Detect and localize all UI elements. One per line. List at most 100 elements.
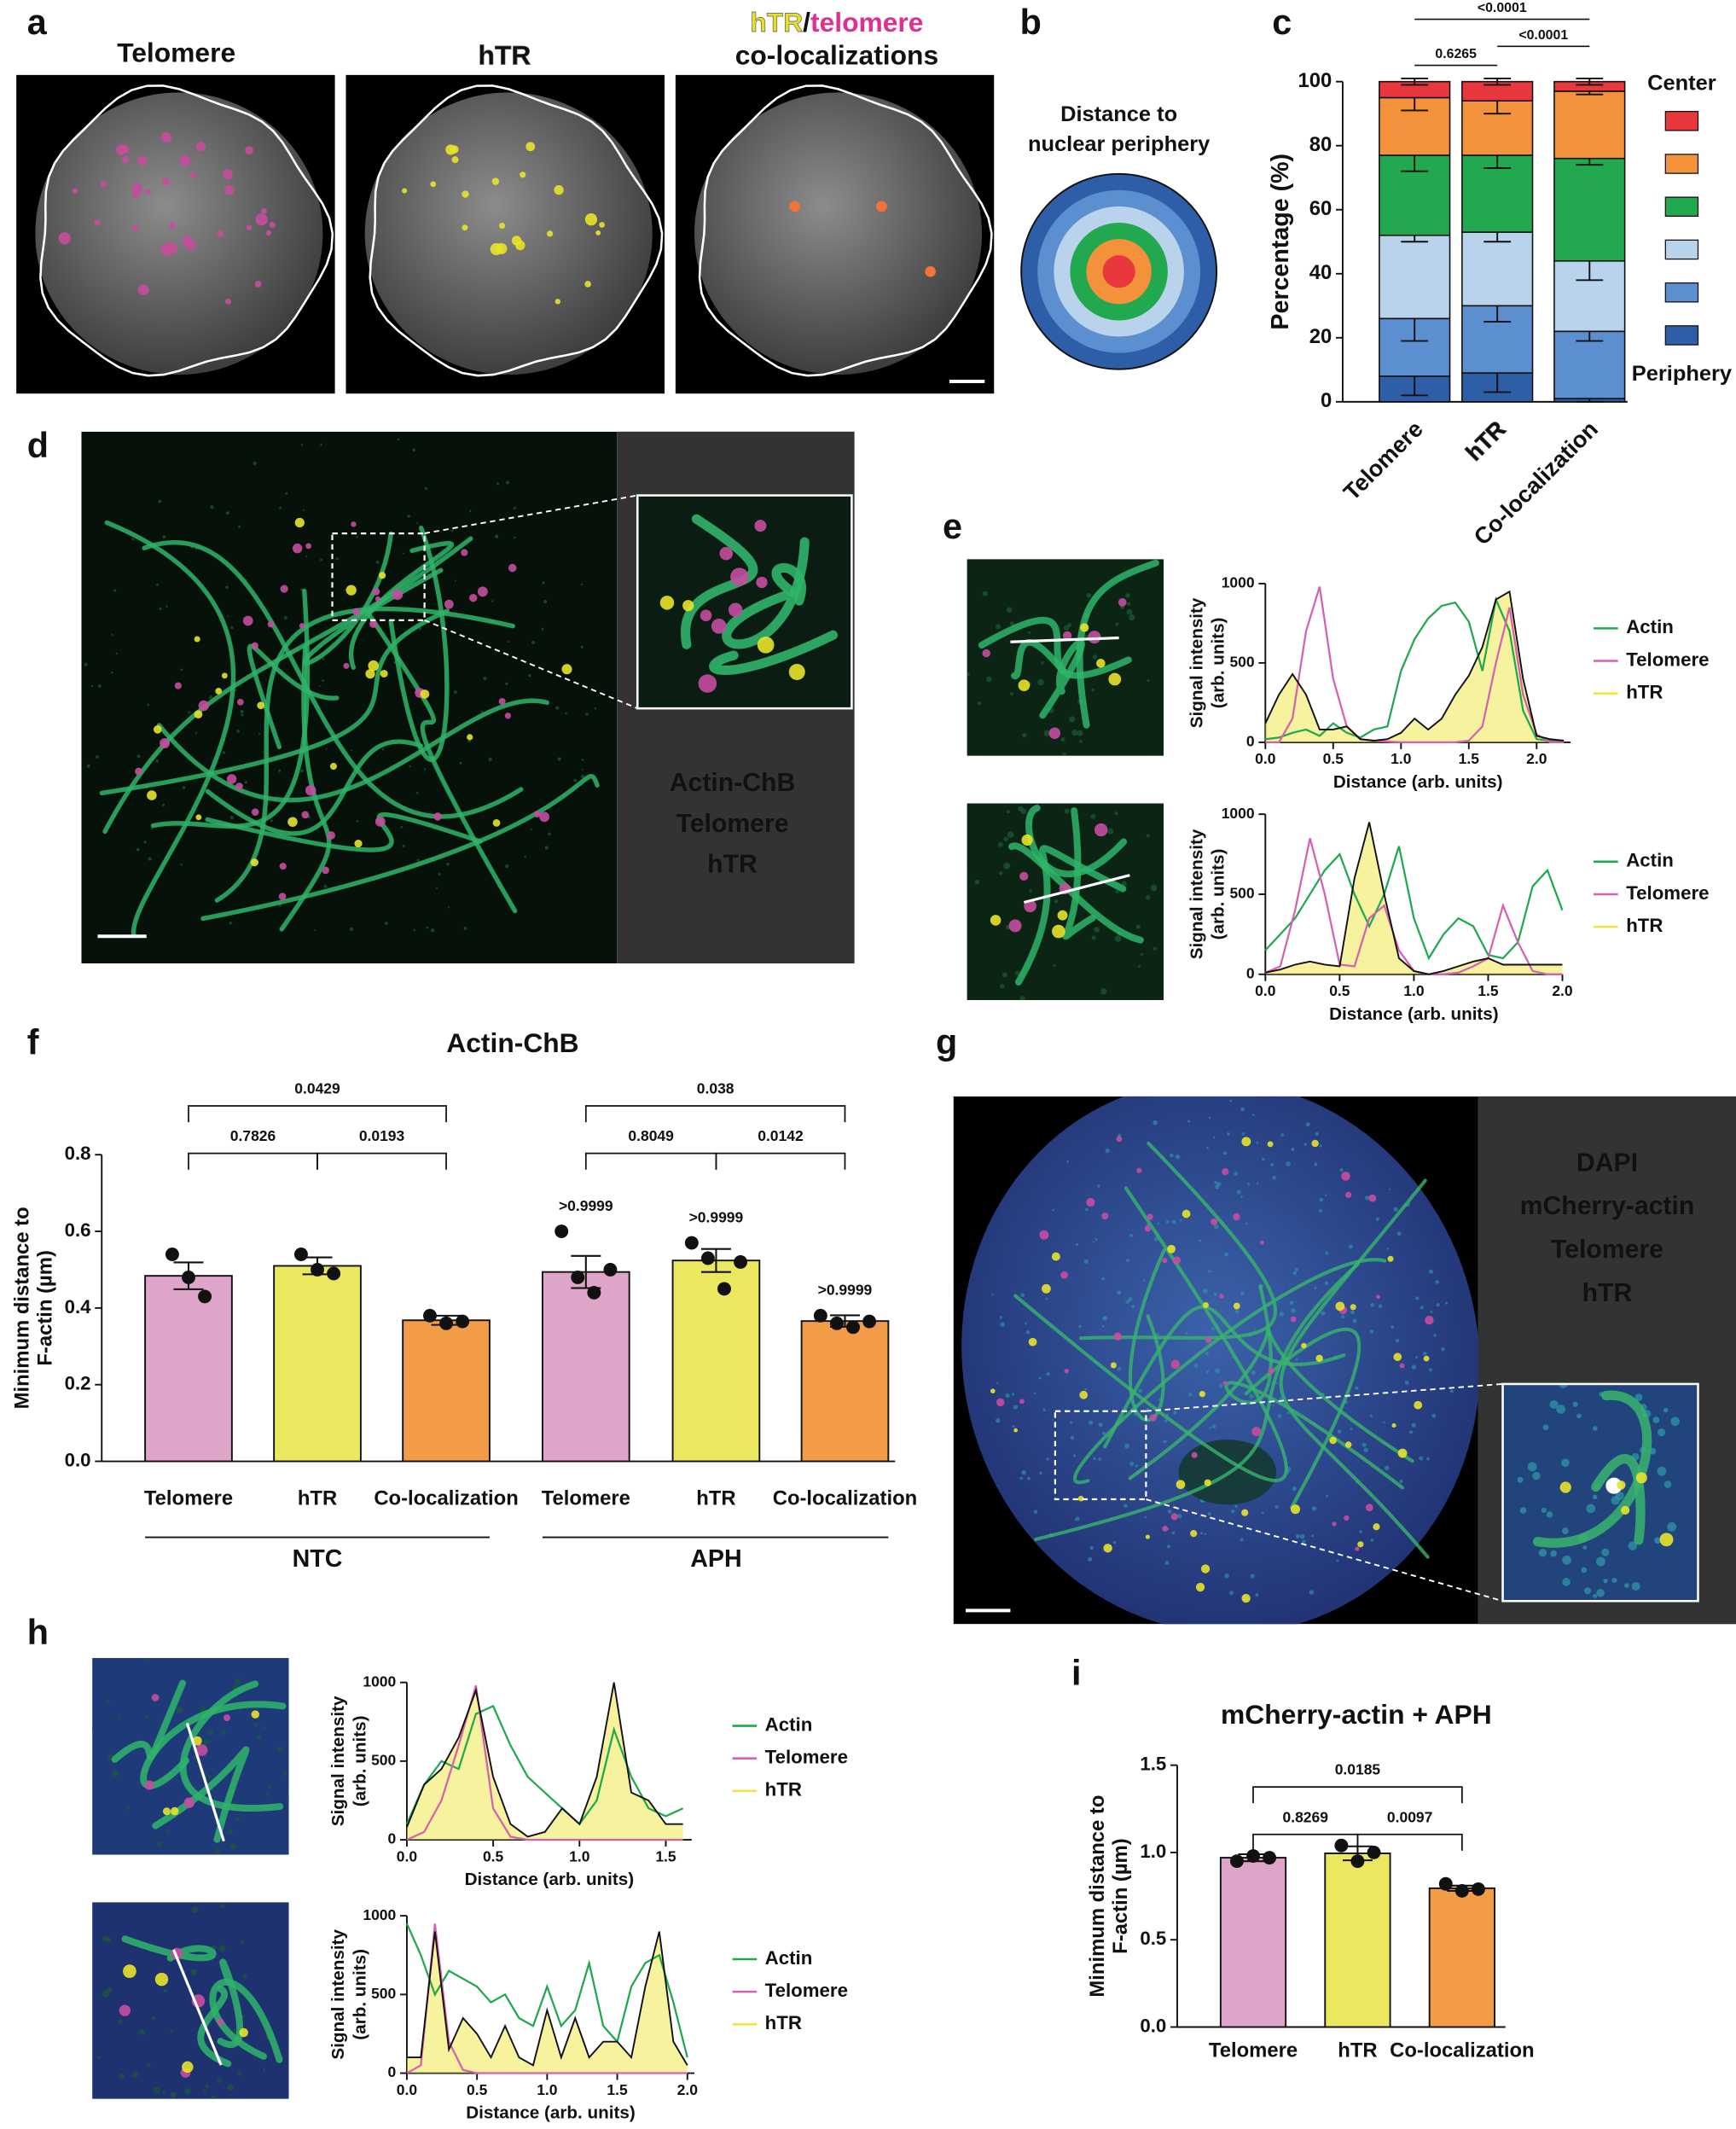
spot bbox=[174, 682, 182, 689]
nucleus bbox=[35, 92, 323, 375]
image-legend: Telomere bbox=[1551, 1236, 1663, 1264]
spot bbox=[143, 1658, 150, 1661]
spot bbox=[1070, 1421, 1073, 1424]
micrograph bbox=[1502, 1383, 1698, 1602]
spot bbox=[1193, 1363, 1199, 1369]
significance-bracket bbox=[584, 1152, 717, 1170]
filament bbox=[709, 630, 838, 676]
y-tick-label: 0.2 bbox=[65, 1373, 91, 1394]
spot bbox=[1422, 1352, 1427, 1356]
spot bbox=[136, 754, 141, 759]
spot bbox=[541, 627, 544, 631]
spot bbox=[525, 142, 536, 152]
area bbox=[1265, 822, 1563, 974]
spot bbox=[202, 2089, 206, 2093]
spot bbox=[1562, 1578, 1571, 1586]
y-axis-label: Percentage (%) bbox=[1267, 154, 1294, 330]
spot bbox=[1149, 1414, 1157, 1422]
spot bbox=[1048, 727, 1061, 739]
spot bbox=[1319, 1208, 1323, 1213]
data-point bbox=[571, 1270, 585, 1284]
spot bbox=[305, 556, 308, 558]
spot bbox=[1216, 1182, 1222, 1187]
spot bbox=[1272, 1175, 1276, 1180]
spot bbox=[1262, 1157, 1265, 1161]
spot bbox=[1241, 1132, 1245, 1136]
spot bbox=[1556, 1405, 1565, 1414]
spot bbox=[1292, 1271, 1298, 1276]
spot bbox=[925, 265, 936, 277]
spot bbox=[119, 2073, 125, 2080]
spot bbox=[754, 520, 767, 532]
spot bbox=[1245, 1222, 1248, 1225]
spot bbox=[322, 657, 325, 660]
spot bbox=[1365, 1195, 1370, 1201]
spot bbox=[280, 585, 288, 593]
spot bbox=[218, 1945, 226, 1952]
spot bbox=[84, 662, 88, 666]
spot bbox=[1538, 1548, 1547, 1557]
spot bbox=[496, 482, 500, 486]
spot bbox=[974, 879, 980, 885]
spot bbox=[1052, 924, 1065, 939]
spot bbox=[1129, 614, 1135, 621]
spot bbox=[194, 636, 200, 643]
spot bbox=[1292, 1486, 1297, 1492]
y-axis-label: Signal intensity bbox=[328, 1696, 348, 1826]
spot bbox=[356, 536, 358, 538]
spot bbox=[1314, 1287, 1317, 1289]
spot bbox=[143, 841, 147, 844]
spot bbox=[1052, 1208, 1054, 1212]
spot bbox=[1276, 1382, 1279, 1385]
spot bbox=[1615, 1491, 1624, 1500]
spot bbox=[1240, 1291, 1245, 1295]
spot bbox=[1142, 1279, 1146, 1282]
spot bbox=[1274, 1504, 1279, 1509]
spot bbox=[1020, 1293, 1025, 1298]
spot bbox=[402, 844, 405, 847]
spot bbox=[1010, 692, 1014, 696]
spot bbox=[511, 236, 522, 246]
spot bbox=[1129, 1233, 1134, 1237]
spot bbox=[463, 926, 467, 930]
filament bbox=[156, 698, 549, 803]
significance-label: 0.7826 bbox=[230, 1127, 276, 1144]
spot bbox=[229, 1843, 237, 1850]
y-axis-label: F-actin (µm) bbox=[1109, 1838, 1132, 1954]
spot bbox=[131, 183, 143, 194]
spot bbox=[1240, 1538, 1244, 1542]
spot bbox=[985, 676, 992, 683]
spot bbox=[1211, 1424, 1216, 1428]
spot bbox=[1121, 881, 1127, 887]
spot bbox=[1344, 1441, 1352, 1448]
significance-label: 0.6265 bbox=[1435, 47, 1477, 61]
spot bbox=[160, 131, 172, 143]
spot bbox=[1200, 1564, 1211, 1573]
spot bbox=[1391, 1325, 1395, 1329]
spot bbox=[1086, 1197, 1095, 1207]
spot bbox=[1584, 1587, 1592, 1595]
significance-label: 0.0193 bbox=[359, 1127, 405, 1144]
x-tick-label: Co-localization bbox=[1390, 2039, 1534, 2062]
nucleus-outline bbox=[698, 84, 993, 377]
spot bbox=[1078, 1324, 1082, 1329]
x-tick-label: 1.5 bbox=[1459, 750, 1480, 767]
spot bbox=[1430, 1311, 1433, 1313]
spot bbox=[1250, 1573, 1255, 1579]
spot bbox=[1114, 935, 1122, 942]
spot bbox=[1586, 1504, 1596, 1514]
spot bbox=[1289, 1300, 1294, 1306]
spot bbox=[1009, 621, 1014, 626]
spot bbox=[356, 819, 359, 823]
filament bbox=[197, 1985, 232, 2068]
spot bbox=[136, 155, 147, 166]
spot bbox=[1562, 1555, 1571, 1565]
spot bbox=[508, 563, 517, 573]
spot bbox=[251, 642, 258, 649]
spot bbox=[467, 734, 473, 741]
y-tick-label: 0 bbox=[388, 1830, 397, 1847]
spot bbox=[161, 2090, 165, 2094]
profile-line bbox=[1023, 874, 1130, 905]
micrograph-background bbox=[92, 1658, 289, 1855]
